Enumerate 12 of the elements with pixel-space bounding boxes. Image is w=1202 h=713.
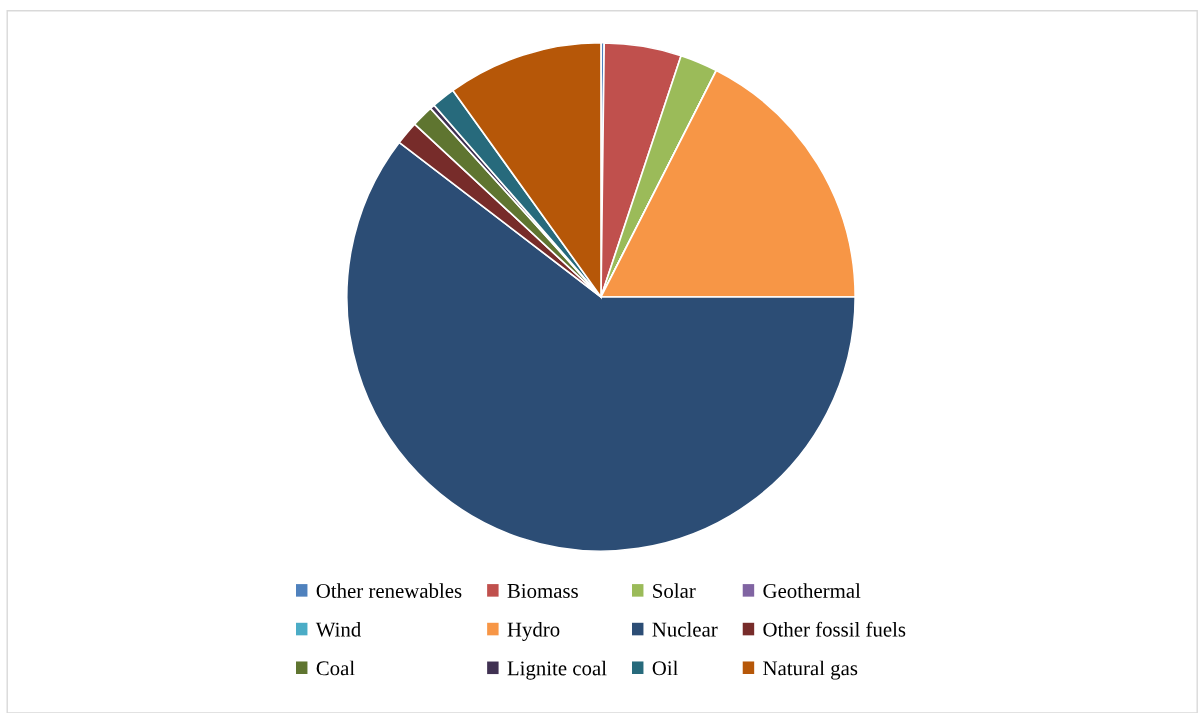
legend-label: Wind — [315, 621, 361, 637]
legend-label: Biomass — [507, 583, 578, 598]
legend-label: Coal — [316, 660, 355, 676]
legend-label: Hydro — [507, 621, 560, 641]
legend-label: Natural gas — [763, 660, 858, 680]
legend-label: Solar — [653, 583, 696, 598]
legend-label: Geothermal — [763, 583, 861, 598]
legend-label: Nuclear — [652, 621, 718, 637]
legend-label: Lignite coal — [507, 660, 607, 680]
legend-label: Oil — [652, 660, 678, 676]
legend-label: Other fossil fuels — [763, 621, 906, 637]
legend-label: Other renewables — [316, 583, 462, 598]
